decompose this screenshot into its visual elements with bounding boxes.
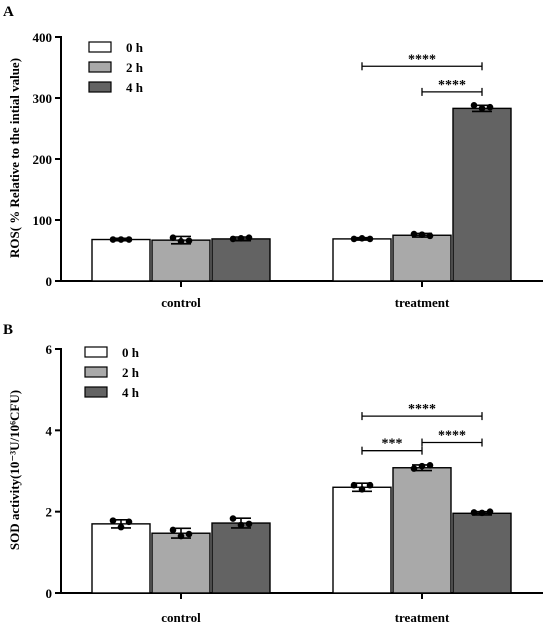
data-point (410, 465, 418, 472)
y-tick-label: 0 (46, 586, 53, 601)
legend-swatch (88, 61, 112, 73)
bar (392, 234, 452, 282)
legend-label: 2 h (126, 60, 144, 75)
bar (151, 532, 211, 594)
significance-label: **** (408, 52, 436, 67)
data-point (426, 232, 434, 240)
data-point (185, 237, 193, 245)
y-tick-label: 6 (46, 342, 53, 357)
significance-label: *** (382, 437, 403, 452)
panel-b: B SOD activity(10⁻³U/10⁶CFU) control tre… (3, 322, 543, 625)
y-tick-label: 0 (46, 274, 53, 289)
bar (211, 522, 271, 594)
data-point (478, 509, 486, 517)
legend-label: 0 h (122, 345, 140, 360)
data-point (237, 235, 245, 242)
data-point (486, 508, 494, 515)
panel-b-y-axis-label: SOD activity(10⁻³U/10⁶CFU) (7, 390, 22, 550)
panel-b-category-label: control (161, 610, 201, 625)
data-point (169, 526, 177, 534)
bar (332, 486, 392, 594)
panel-b-category-label: treatment (395, 610, 450, 625)
bar (91, 238, 151, 282)
legend-label: 0 h (126, 40, 144, 55)
bar (211, 238, 271, 282)
bar (151, 239, 211, 282)
panel-a-category-label: control (161, 295, 201, 310)
data-point (366, 235, 374, 243)
panel-a-y-axis-label: ROS( % Relative to the intial value) (7, 58, 22, 258)
panel-a: A ROS( % Relative to the intial value) c… (3, 4, 543, 310)
legend-swatch (88, 41, 112, 53)
data-point (358, 486, 366, 493)
bar (452, 512, 512, 594)
data-point (486, 103, 494, 111)
data-point (177, 532, 185, 540)
bar (332, 238, 392, 282)
data-point (229, 515, 237, 522)
legend-swatch (88, 81, 112, 93)
data-point (245, 520, 253, 528)
significance-label: **** (438, 429, 466, 444)
bar (91, 523, 151, 594)
data-point (470, 509, 478, 516)
legend-label: 4 h (122, 385, 140, 400)
data-point (470, 102, 478, 109)
data-point (125, 236, 133, 243)
significance-label: **** (408, 402, 436, 417)
bar (452, 107, 512, 282)
y-tick-label: 4 (46, 423, 53, 438)
data-point (117, 236, 125, 243)
data-point (169, 234, 177, 241)
data-point (358, 235, 366, 242)
data-point (237, 521, 245, 529)
legend-label: 4 h (126, 80, 144, 95)
data-point (350, 235, 358, 243)
legend-label: 2 h (122, 365, 140, 380)
legend-swatch (84, 366, 108, 378)
significance-label: **** (438, 78, 466, 93)
data-point (109, 517, 117, 524)
data-point (366, 481, 374, 489)
y-tick-label: 100 (33, 213, 53, 228)
data-point (245, 234, 253, 241)
legend-swatch (84, 386, 108, 398)
panel-a-plot: 0 100 200 300 400 ******** 0 h 2 h 4 h (33, 30, 543, 289)
data-point (109, 236, 117, 243)
bar (392, 467, 452, 594)
data-point (229, 235, 237, 243)
panel-a-category-label: treatment (395, 295, 450, 310)
y-tick-label: 200 (33, 152, 53, 167)
data-point (177, 238, 185, 245)
data-point (410, 230, 418, 238)
panel-a-letter: A (3, 4, 14, 20)
data-point (125, 518, 133, 526)
y-tick-label: 300 (33, 91, 53, 106)
data-point (418, 231, 426, 238)
data-point (426, 462, 434, 469)
data-point (478, 105, 486, 112)
y-tick-label: 400 (33, 30, 53, 45)
panel-b-letter: B (3, 322, 13, 338)
data-point (350, 481, 358, 489)
data-point (117, 523, 125, 531)
data-point (185, 530, 193, 538)
y-tick-label: 2 (46, 505, 53, 520)
legend-swatch (84, 346, 108, 358)
data-point (418, 462, 426, 470)
